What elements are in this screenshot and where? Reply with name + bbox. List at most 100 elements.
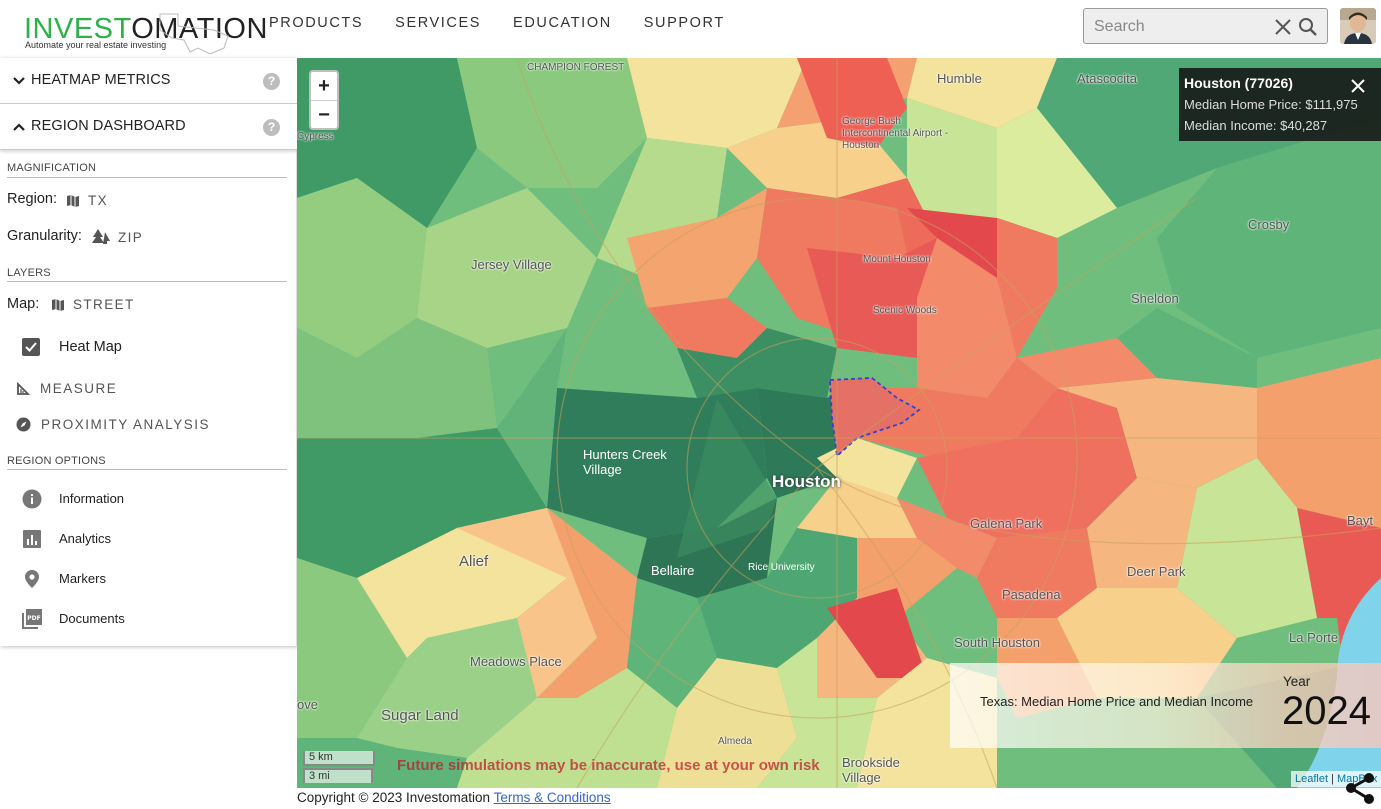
map-label-alief: Alief — [459, 553, 489, 570]
heatmap-metrics-header[interactable]: HEATMAP METRICS ? — [0, 58, 297, 104]
region-value: TX — [88, 193, 109, 208]
option-documents-label: Documents — [59, 611, 125, 626]
trees-icon — [92, 229, 110, 244]
texas-outline-icon — [159, 13, 229, 54]
map-pin-icon — [25, 570, 39, 588]
search-icon[interactable] — [1298, 17, 1318, 37]
year-value[interactable]: 2024 — [1282, 689, 1371, 733]
help-icon[interactable]: ? — [263, 119, 280, 136]
investomation-logo[interactable]: INVESTOMATION Automate your real estate … — [24, 8, 267, 54]
search-box — [1083, 8, 1328, 44]
heatmap-label[interactable]: Heat Map — [59, 339, 122, 355]
map-label-scenic-woods: Scenic Woods — [873, 305, 937, 316]
nav-products[interactable]: PRODUCTS — [269, 15, 364, 31]
option-information-label: Information — [59, 491, 125, 506]
map-label-meadows-place: Meadows Place — [470, 654, 562, 669]
map-scale: 5 km 3 mi — [303, 751, 375, 785]
close-icon[interactable] — [1274, 18, 1292, 36]
map-label-pasadena: Pasadena — [1002, 587, 1061, 602]
map-icon — [52, 298, 64, 311]
attribution-separator: | — [1328, 773, 1338, 785]
heatmap-map[interactable]: CHAMPION FOREST Humble Atascocita George… — [297, 58, 1381, 788]
region-info-popup: Houston (77026) Median Home Price: $111,… — [1179, 68, 1381, 141]
map-label-atascocita: Atascocita — [1077, 71, 1137, 86]
option-analytics[interactable]: Analytics — [22, 528, 282, 550]
help-icon[interactable]: ? — [263, 73, 280, 90]
map-label-almeda: Almeda — [718, 736, 752, 747]
map-label-rice-university: Rice University — [748, 562, 815, 573]
measure-label: MEASURE — [40, 381, 118, 396]
map-label-crosby: Crosby — [1248, 217, 1290, 232]
option-documents[interactable]: PDF Documents — [22, 608, 282, 630]
user-avatar[interactable] — [1340, 8, 1376, 44]
nav-services[interactable]: SERVICES — [395, 15, 482, 31]
map-label-brookside-village: Brookside Village — [842, 755, 900, 785]
nav-education[interactable]: EDUCATION — [513, 15, 612, 31]
app-header: INVESTOMATION Automate your real estate … — [0, 0, 1381, 58]
close-icon[interactable] — [1349, 77, 1367, 95]
legend-title: Texas: Median Home Price and Median Inco… — [980, 694, 1254, 709]
option-information[interactable]: Information — [22, 488, 282, 510]
map-label-sheldon: Sheldon — [1131, 291, 1179, 306]
map-label-champion-forest: CHAMPION FOREST — [527, 62, 625, 73]
checkmark-icon — [25, 342, 37, 352]
logo-brand-dark: OMATION — [131, 13, 268, 45]
ruler-icon — [17, 381, 30, 395]
popup-median-income: Median Income: $40,287 — [1184, 118, 1328, 133]
chevron-up-icon — [13, 123, 25, 131]
granularity-label: Granularity: — [7, 228, 82, 244]
region-dashboard-header[interactable]: REGION DASHBOARD ? — [0, 104, 297, 150]
terms-link[interactable]: Terms & Conditions — [493, 790, 611, 805]
simulation-warning: Future simulations may be inaccurate, us… — [397, 757, 820, 774]
logo-brand-green: INVEST — [24, 13, 132, 45]
heatmap-metrics-title: HEATMAP METRICS — [31, 72, 171, 88]
info-icon — [22, 489, 42, 509]
section-divider — [7, 177, 287, 178]
year-label: Year — [1283, 674, 1311, 689]
map-type-selector[interactable]: STREET — [51, 297, 135, 312]
leaflet-link[interactable]: Leaflet — [1295, 773, 1329, 785]
search-input[interactable] — [1094, 16, 1264, 38]
map-label-galena-park: Galena Park — [970, 516, 1043, 531]
map-label-mount-houston: Mount Houston — [863, 254, 931, 265]
map-label-cypress: Cypress — [297, 131, 334, 142]
region-label: Region: — [7, 191, 57, 207]
zoom-out-button[interactable]: − — [318, 104, 330, 126]
legend-gradient — [950, 663, 1381, 748]
scale-km: 5 km — [303, 751, 375, 766]
share-icon[interactable] — [1342, 770, 1378, 806]
map-label-airport: George Bush Intercontinental Airport - H… — [842, 116, 949, 151]
heatmap-checkbox[interactable] — [22, 338, 40, 356]
page-footer: Copyright © 2023 Investomation Terms & C… — [297, 790, 611, 805]
map-label-sugar-land: Sugar Land — [381, 707, 459, 724]
map-label-humble: Humble — [937, 71, 982, 86]
option-analytics-label: Analytics — [59, 531, 112, 546]
proximity-analysis-tool[interactable]: PROXIMITY ANALYSIS — [16, 417, 210, 432]
map-type-value: STREET — [73, 297, 135, 312]
map-label-bellaire: Bellaire — [651, 563, 695, 578]
granularity-value: ZIP — [118, 229, 144, 245]
region-selector[interactable]: TX — [66, 193, 108, 208]
granularity-selector[interactable]: ZIP — [92, 229, 143, 245]
nav-support[interactable]: SUPPORT — [643, 15, 725, 31]
map-label-houston: Houston — [772, 472, 841, 491]
map-label-south-houston: South Houston — [954, 635, 1041, 650]
magnification-section-label: MAGNIFICATION — [7, 162, 97, 174]
compass-icon — [16, 417, 31, 432]
measure-tool[interactable]: MEASURE — [16, 381, 117, 396]
map-label-grove: ove — [297, 697, 318, 712]
region-options-section-label: REGION OPTIONS — [7, 455, 106, 467]
main-nav: PRODUCTS SERVICES EDUCATION SUPPORT — [269, 15, 757, 31]
pdf-icon: PDF — [22, 609, 42, 629]
heatmap-legend: Texas: Median Home Price and Median Inco… — [950, 663, 1381, 748]
section-divider — [7, 281, 287, 282]
analytics-icon — [23, 530, 41, 548]
option-markers-label: Markers — [59, 571, 106, 586]
map-label-la-porte: La Porte — [1289, 630, 1339, 645]
map-label-baytown: Bayt — [1347, 513, 1374, 528]
copyright-text: Copyright © 2023 Investomation — [297, 790, 491, 805]
zoom-in-button[interactable]: + — [311, 72, 337, 101]
option-markers[interactable]: Markers — [22, 568, 282, 590]
layers-section-label: LAYERS — [7, 267, 51, 279]
region-dashboard-title: REGION DASHBOARD — [31, 118, 186, 134]
